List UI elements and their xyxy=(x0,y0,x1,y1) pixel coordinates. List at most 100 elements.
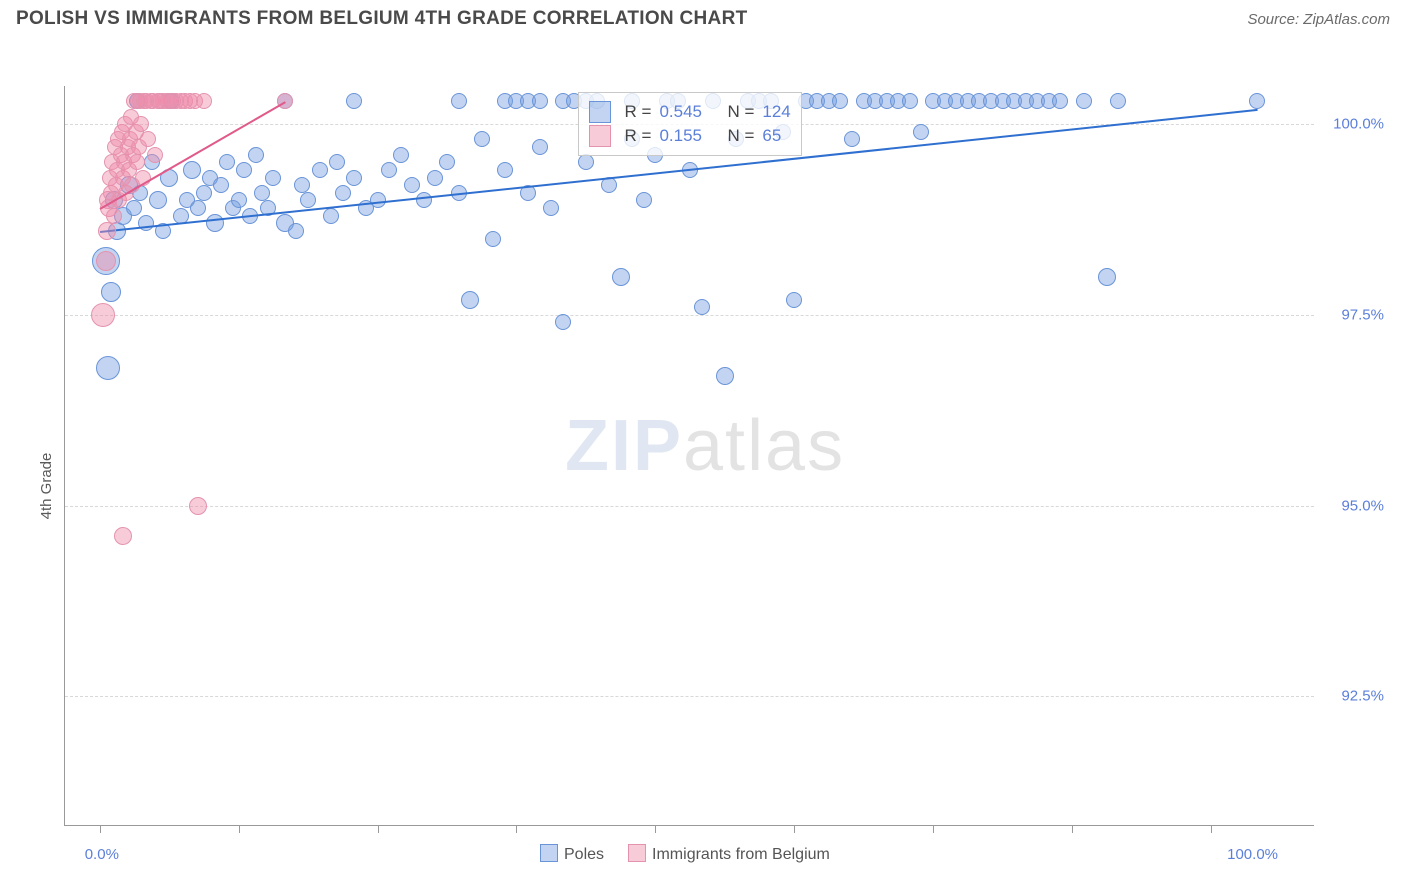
scatter-point xyxy=(189,497,207,515)
y-tick-label: 97.5% xyxy=(1341,306,1384,323)
stats-legend: R = 0.545 N = 124 R = 0.155 N = 65 xyxy=(578,92,802,156)
scatter-point xyxy=(555,314,571,330)
chart-title: POLISH VS IMMIGRANTS FROM BELGIUM 4TH GR… xyxy=(16,8,748,30)
scatter-point xyxy=(844,131,860,147)
scatter-point xyxy=(219,154,235,170)
scatter-point xyxy=(1098,268,1116,286)
scatter-point xyxy=(543,200,559,216)
legend-swatch xyxy=(540,844,558,862)
scatter-point xyxy=(213,177,229,193)
stats-r-label: R = xyxy=(625,126,652,146)
gridline-h xyxy=(65,315,1314,316)
scatter-point xyxy=(832,93,848,109)
x-tick xyxy=(794,825,795,833)
scatter-point xyxy=(497,162,513,178)
scatter-point xyxy=(381,162,397,178)
stats-n-label: N = xyxy=(727,102,754,122)
x-min-label: 0.0% xyxy=(85,846,119,863)
scatter-point xyxy=(300,192,316,208)
scatter-point xyxy=(96,356,120,380)
stats-r-label: R = xyxy=(625,102,652,122)
y-tick-label: 95.0% xyxy=(1341,497,1384,514)
x-tick xyxy=(378,825,379,833)
legend-swatch xyxy=(628,844,646,862)
scatter-point xyxy=(248,147,264,163)
stats-n-label: N = xyxy=(727,126,754,146)
stats-row: R = 0.155 N = 65 xyxy=(589,125,791,147)
stats-r-value: 0.545 xyxy=(659,102,702,122)
plot-area: ZIPatlas 92.5%95.0%97.5%100.0%0.0%100.0%… xyxy=(64,86,1314,826)
scatter-point xyxy=(206,214,224,232)
scatter-point xyxy=(101,282,121,302)
gridline-h xyxy=(65,696,1314,697)
scatter-point xyxy=(91,303,115,327)
scatter-point xyxy=(265,170,281,186)
gridline-h xyxy=(65,506,1314,507)
y-axis-label: 4th Grade xyxy=(38,453,55,520)
stats-n-value: 124 xyxy=(762,102,790,122)
stats-r-value: 0.155 xyxy=(659,126,702,146)
legend-label: Immigrants from Belgium xyxy=(652,846,830,863)
scatter-point xyxy=(231,192,247,208)
scatter-point xyxy=(1249,93,1265,109)
scatter-point xyxy=(96,251,116,271)
scatter-point xyxy=(183,161,201,179)
scatter-point xyxy=(612,268,630,286)
scatter-point xyxy=(147,147,163,163)
legend-item: Immigrants from Belgium xyxy=(628,844,830,864)
stats-n-value: 65 xyxy=(762,126,781,146)
legend-swatch xyxy=(589,125,611,147)
scatter-point xyxy=(196,185,212,201)
scatter-point xyxy=(236,162,252,178)
scatter-point xyxy=(346,93,362,109)
y-tick-label: 92.5% xyxy=(1341,688,1384,705)
scatter-point xyxy=(196,93,212,109)
scatter-point xyxy=(393,147,409,163)
scatter-point xyxy=(106,208,122,224)
scatter-point xyxy=(129,154,145,170)
source-credit: Source: ZipAtlas.com xyxy=(1247,11,1390,28)
scatter-point xyxy=(532,93,548,109)
scatter-point xyxy=(254,185,270,201)
scatter-point xyxy=(427,170,443,186)
x-tick xyxy=(933,825,934,833)
x-tick xyxy=(239,825,240,833)
scatter-point xyxy=(474,131,490,147)
x-tick xyxy=(100,825,101,833)
legend-item: Poles xyxy=(540,844,604,864)
scatter-point xyxy=(294,177,310,193)
scatter-point xyxy=(190,200,206,216)
x-tick xyxy=(655,825,656,833)
x-max-label: 100.0% xyxy=(1227,846,1278,863)
scatter-point xyxy=(335,185,351,201)
scatter-point xyxy=(323,208,339,224)
scatter-point xyxy=(312,162,328,178)
stats-row: R = 0.545 N = 124 xyxy=(589,101,791,123)
scatter-point xyxy=(451,93,467,109)
scatter-point xyxy=(140,131,156,147)
watermark: ZIPatlas xyxy=(565,405,845,487)
scatter-point xyxy=(133,116,149,132)
scatter-point xyxy=(913,124,929,140)
scatter-point xyxy=(902,93,918,109)
x-tick xyxy=(1072,825,1073,833)
scatter-point xyxy=(461,291,479,309)
scatter-point xyxy=(416,192,432,208)
scatter-point xyxy=(149,191,167,209)
x-tick xyxy=(516,825,517,833)
scatter-point xyxy=(138,215,154,231)
x-tick xyxy=(1211,825,1212,833)
scatter-point xyxy=(126,200,142,216)
scatter-point xyxy=(1076,93,1092,109)
scatter-point xyxy=(1052,93,1068,109)
scatter-point xyxy=(716,367,734,385)
watermark-atlas: atlas xyxy=(683,406,845,486)
legend-label: Poles xyxy=(564,846,604,863)
scatter-point xyxy=(485,231,501,247)
legend-swatch xyxy=(589,101,611,123)
scatter-point xyxy=(329,154,345,170)
scatter-point xyxy=(636,192,652,208)
scatter-point xyxy=(532,139,548,155)
scatter-point xyxy=(786,292,802,308)
scatter-point xyxy=(578,154,594,170)
